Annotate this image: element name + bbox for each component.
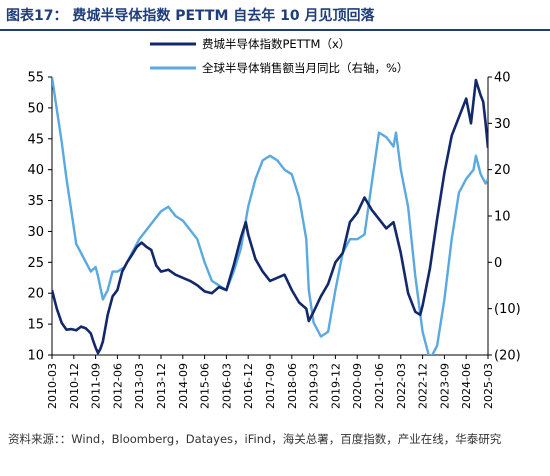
left-tick-label: 30 [27,225,44,240]
x-tick-label: 2019-03 [308,363,321,409]
left-tick-label: 40 [27,163,44,178]
left-tick-label: 45 [27,132,44,147]
x-tick-label: 2019-12 [329,363,342,409]
x-tick-label: 2018-06 [286,363,299,409]
right-tick-label: 0 [494,256,502,271]
left-tick-label: 50 [27,101,44,116]
source-note: 资料来源：：Wind，Bloomberg，Datayes，iFind，海关总署，… [8,432,502,446]
x-tick-label: 2024-06 [460,363,473,409]
x-tick-label: 2012-06 [111,363,124,409]
x-tick-label: 2011-09 [90,363,103,409]
x-tick-label: 2021-06 [373,363,386,409]
left-tick-label: 55 [27,71,44,86]
series-line-global-sales-yoy [52,76,488,355]
x-tick-label: 2015-06 [199,363,212,409]
x-tick-label: 2025-03 [482,363,495,409]
left-tick-label: 15 [27,318,44,333]
x-tick-label: 2022-03 [395,363,408,409]
series-line-sox-pettm [52,78,488,355]
right-tick-label: (20) [494,349,521,364]
x-tick-label: 2013-03 [133,363,146,409]
x-tick-label: 2016-03 [220,363,233,409]
x-tick-label: 2017-09 [264,363,277,409]
page-title: 图表17： 费城半导体指数 PETTM 自去年 10 月见顶回落 [6,8,375,24]
x-tick-label: 2010-12 [68,363,81,409]
x-tick-label: 2014-09 [177,363,190,409]
left-tick-label: 20 [27,287,44,302]
left-tick-label: 35 [27,194,44,209]
right-tick-label: (10) [494,302,521,317]
legend-label-sales: 全球半导体销售额当月同比（右轴，%） [202,61,408,75]
legend-label-pettm: 费城半导体指数PETTM（x） [202,37,350,51]
x-tick-label: 2016-12 [242,363,255,409]
x-tick-label: 2020-09 [351,363,364,409]
x-tick-label: 2023-09 [438,363,451,409]
right-tick-label: 30 [494,117,511,132]
left-tick-label: 25 [27,256,44,271]
left-tick-label: 10 [27,349,44,364]
title-bar: 图表17： 费城半导体指数 PETTM 自去年 10 月见顶回落 [0,0,550,32]
right-tick-label: 10 [494,210,511,225]
x-tick-label: 2022-12 [417,363,430,409]
x-tick-label: 2010-03 [46,363,59,409]
dual-axis-line-chart: 10 15 20 25 30 35 40 45 50 55 (20) (10) 0 10 20 30 40 201… [27,37,521,409]
right-tick-label: 40 [494,71,511,86]
title-divider [0,29,550,31]
x-tick-label: 2013-12 [155,363,168,409]
right-tick-label: 20 [494,163,511,178]
